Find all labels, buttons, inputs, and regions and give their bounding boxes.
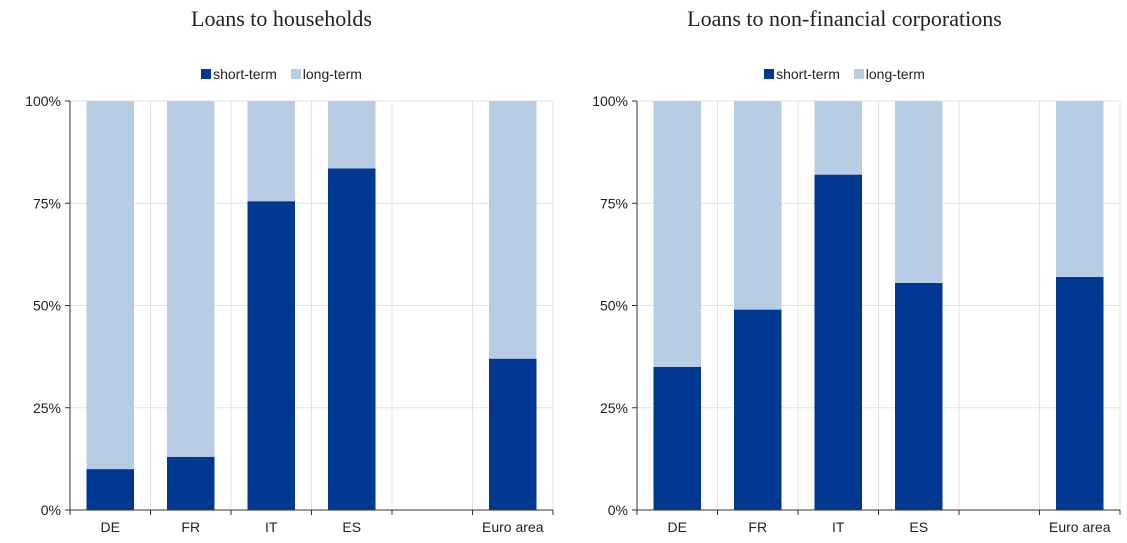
legend-swatch-long-term [853, 69, 864, 79]
x-tick-label: Euro area [482, 519, 544, 535]
long-term-bar [328, 101, 376, 169]
short-term-bar [328, 168, 376, 511]
x-tick-label: Euro area [1049, 519, 1111, 535]
y-tick-label: 25% [33, 400, 61, 416]
long-term-bar [895, 101, 943, 284]
long-term-bar [734, 101, 782, 310]
legend-swatch-long-term [290, 69, 301, 79]
short-term-bar [86, 469, 134, 510]
y-tick-label: 25% [600, 400, 628, 416]
x-tick-label: DE [668, 519, 687, 535]
long-term-bar [167, 101, 215, 457]
y-tick-label: 100% [592, 93, 628, 109]
legend-label: short-term [213, 66, 277, 82]
chart-legend: short-term long-term [0, 66, 563, 82]
x-tick-label: IT [832, 519, 845, 535]
y-tick-label: 0% [608, 502, 628, 518]
short-term-bar [1056, 276, 1104, 510]
y-tick-label: 50% [33, 298, 61, 314]
chart-title: Loans to households [191, 6, 372, 31]
households-bar-chart: 0% 25% 50% 75% 100% DE FR IT ES Euro area [25, 93, 554, 535]
long-term-bar [489, 101, 537, 359]
y-tick-label: 50% [600, 298, 628, 314]
legend-swatch-short-term [201, 69, 212, 79]
x-tick-label: FR [181, 519, 200, 535]
households-chart-panel: Loans to households short-term long-term… [0, 0, 563, 543]
y-tick-label: 75% [600, 195, 628, 211]
legend-item-long-term: long-term [290, 66, 362, 82]
chart-legend: short-term long-term [563, 66, 1126, 82]
x-tick-label: FR [748, 519, 767, 535]
short-term-bar [247, 201, 295, 510]
legend-item-long-term: long-term [853, 66, 925, 82]
long-term-bar [247, 101, 295, 202]
x-tick-label: IT [265, 519, 278, 535]
legend-item-short-term: short-term [201, 66, 277, 82]
x-tick-label: ES [909, 519, 928, 535]
short-term-bar [653, 366, 701, 510]
legend-label: long-term [865, 66, 925, 82]
legend-label: long-term [302, 66, 362, 82]
short-term-bar [167, 456, 215, 510]
short-term-bar [814, 174, 862, 510]
x-tick-label: DE [101, 519, 120, 535]
y-tick-label: 0% [41, 502, 61, 518]
long-term-bar [86, 101, 134, 470]
short-term-bar [895, 283, 943, 510]
legend-swatch-short-term [764, 69, 775, 79]
legend-item-short-term: short-term [764, 66, 840, 82]
x-tick-label: ES [342, 519, 361, 535]
legend-label: short-term [776, 66, 840, 82]
chart-title: Loans to non-financial corporations [687, 6, 1002, 31]
corporations-chart-panel: Loans to non-financial corporations shor… [563, 0, 1126, 543]
y-tick-label: 100% [25, 93, 61, 109]
corporations-bar-chart: 0% 25% 50% 75% 100% DE FR IT ES Euro area [592, 93, 1121, 535]
long-term-bar [814, 101, 862, 175]
long-term-bar [1056, 101, 1104, 277]
short-term-bar [489, 358, 537, 510]
short-term-bar [734, 309, 782, 510]
y-tick-label: 75% [33, 195, 61, 211]
long-term-bar [653, 101, 701, 367]
